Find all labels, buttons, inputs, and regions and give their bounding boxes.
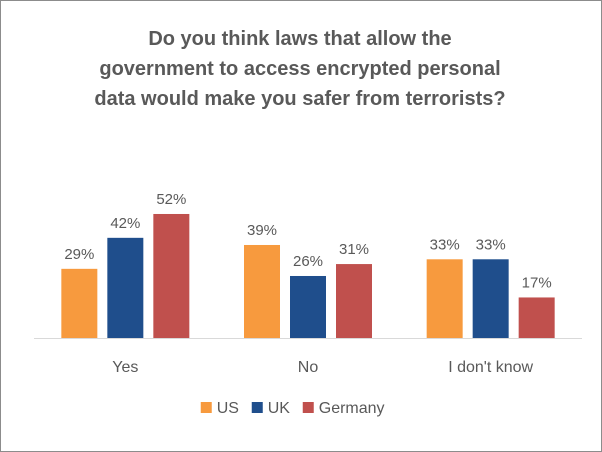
bar-uk-2 <box>472 259 509 338</box>
data-label-us-0: 29% <box>64 246 94 263</box>
data-label-us-1: 39% <box>247 222 277 239</box>
legend-label-us: US <box>217 400 239 417</box>
data-label-uk-1: 26% <box>293 253 323 270</box>
bar-uk-0 <box>107 237 144 338</box>
bar-us-0 <box>61 268 98 338</box>
data-label-uk-0: 42% <box>110 215 140 232</box>
legend-swatch-us <box>200 402 212 413</box>
data-label-germany-0: 52% <box>156 191 186 208</box>
legend-swatch-uk <box>251 402 263 413</box>
bar-germany-1 <box>336 264 372 338</box>
data-label-uk-2: 33% <box>476 236 506 253</box>
legend-label-uk: UK <box>268 400 291 417</box>
chart-title: Do you think laws that allow the governm… <box>60 24 540 114</box>
data-label-germany-2: 17% <box>522 274 552 291</box>
data-label-us-2: 33% <box>430 236 460 253</box>
bar-germany-2 <box>518 297 555 338</box>
chart-title-line-2: government to access encrypted personal <box>99 58 501 80</box>
data-label-germany-1: 31% <box>339 241 369 258</box>
category-label-2: I don't know <box>448 359 533 376</box>
legend-swatch-germany <box>302 402 314 413</box>
category-label-0: Yes <box>112 359 138 376</box>
chart-title-line-1: Do you think laws that allow the <box>148 28 452 50</box>
bar-germany-0 <box>153 213 190 338</box>
bar-uk-1 <box>290 275 326 338</box>
category-label-1: No <box>298 359 319 376</box>
chart-title-line-3: data would make you safer from terrorist… <box>94 88 506 110</box>
bar-us-2 <box>426 259 463 338</box>
legend-label-germany: Germany <box>319 400 385 417</box>
bar-us-1 <box>244 244 280 338</box>
